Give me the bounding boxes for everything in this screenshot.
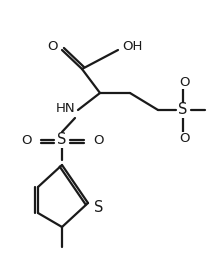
Text: O: O bbox=[21, 134, 31, 147]
Text: OH: OH bbox=[122, 41, 142, 54]
Text: O: O bbox=[180, 131, 190, 144]
Text: HN: HN bbox=[56, 101, 76, 114]
Text: O: O bbox=[180, 76, 190, 89]
Text: S: S bbox=[57, 132, 67, 148]
Text: S: S bbox=[178, 103, 188, 117]
Text: O: O bbox=[94, 134, 104, 147]
Text: O: O bbox=[48, 41, 58, 54]
Text: S: S bbox=[94, 201, 104, 215]
